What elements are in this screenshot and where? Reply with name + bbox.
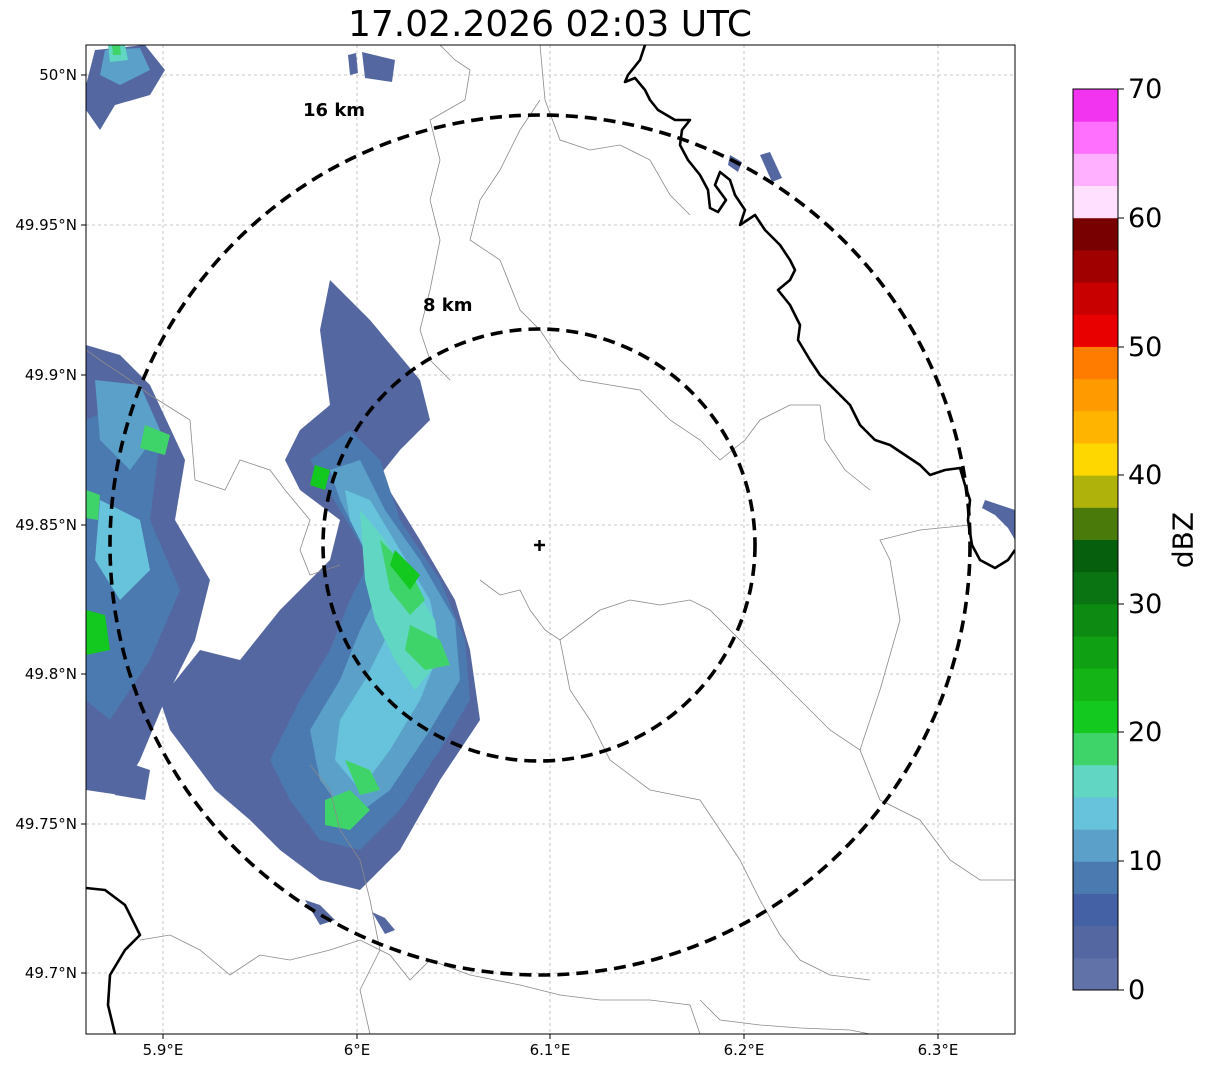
lat-tick-label: 49.7°N: [24, 964, 77, 982]
lon-tick-label: 5.9°E: [142, 1041, 184, 1059]
lat-tick-label: 49.75°N: [15, 815, 77, 833]
colorbar-segment: [1073, 153, 1118, 187]
colorbar-segment: [1073, 249, 1118, 283]
lat-tick-label: 49.9°N: [24, 366, 77, 384]
map-frame: [85, 44, 1016, 1035]
colorbar-segment: [1073, 121, 1118, 154]
colorbar-tick-label: 60: [1128, 203, 1163, 234]
colorbar-tick-label: 50: [1128, 332, 1163, 363]
range-ring-8km: [321, 327, 757, 763]
range-ring-label-8km: 8 km: [423, 295, 473, 316]
colorbar-segment: [1073, 732, 1118, 766]
colorbar-frame: [1072, 88, 1119, 991]
colorbar-segment: [1073, 442, 1118, 476]
colorbar-unit-label: dBZ: [1166, 511, 1200, 569]
lat-tick-label: 49.8°N: [24, 665, 77, 683]
colorbar-tick-label: 10: [1128, 846, 1163, 877]
colorbar-tick-label: 40: [1128, 460, 1163, 491]
colorbar-segment: [1073, 829, 1118, 862]
colorbar-segment: [1073, 378, 1118, 412]
lon-tick-label: 6°E: [343, 1041, 371, 1059]
national-border: [86, 45, 1015, 1034]
colorbar-segment: [1073, 636, 1118, 669]
colorbar-tick-label: 20: [1128, 717, 1163, 748]
map-title: 17.02.2026 02:03 UTC: [347, 4, 753, 45]
colorbar-segment: [1073, 603, 1118, 637]
lon-tick-label: 6.2°E: [723, 1041, 765, 1059]
colorbar-tick-label: 70: [1128, 74, 1163, 105]
colorbar-segment: [1073, 282, 1118, 315]
colorbar-segment: [1073, 89, 1118, 122]
plus-icon: [534, 540, 545, 551]
colorbar-segment: [1073, 410, 1118, 444]
colorbar-segment: [1073, 217, 1118, 251]
colorbar-segment: [1073, 475, 1118, 508]
lat-tick-label: 49.95°N: [15, 216, 77, 234]
colorbar-segment: [1073, 925, 1118, 959]
colorbar-segment: [1073, 185, 1118, 219]
lat-tick-label: 49.85°N: [15, 516, 77, 534]
colorbar-segment: [1073, 507, 1118, 540]
colorbar-segment: [1073, 314, 1118, 347]
radar-echo-cluster-center: [115, 280, 480, 890]
colorbar-segment: [1073, 571, 1118, 605]
colorbar-segment: [1073, 796, 1118, 830]
gridlines: [86, 45, 1015, 1034]
lon-tick-label: 6.3°E: [917, 1041, 959, 1059]
colorbar: [1073, 89, 1118, 991]
lon-tick-label: 6.1°E: [529, 1041, 571, 1059]
colorbar-segment: [1073, 957, 1118, 991]
range-ring-label-16km: 16 km: [303, 100, 366, 121]
radar-echo-cluster-northwest: [86, 45, 1015, 934]
colorbar-tick-label: 30: [1128, 589, 1163, 620]
colorbar-segment: [1073, 700, 1118, 734]
colorbar-segment: [1073, 893, 1118, 927]
admin-boundaries: [86, 45, 1015, 1034]
colorbar-segment: [1073, 861, 1118, 894]
colorbar-segment: [1073, 539, 1118, 573]
colorbar-segment: [1073, 668, 1118, 701]
range-ring-16km: [108, 113, 972, 977]
colorbar-tick-label: 0: [1128, 975, 1146, 1006]
lat-tick-label: 50°N: [39, 66, 77, 84]
colorbar-segment: [1073, 764, 1118, 798]
range-rings: [108, 113, 972, 977]
colorbar-segment: [1073, 346, 1118, 380]
